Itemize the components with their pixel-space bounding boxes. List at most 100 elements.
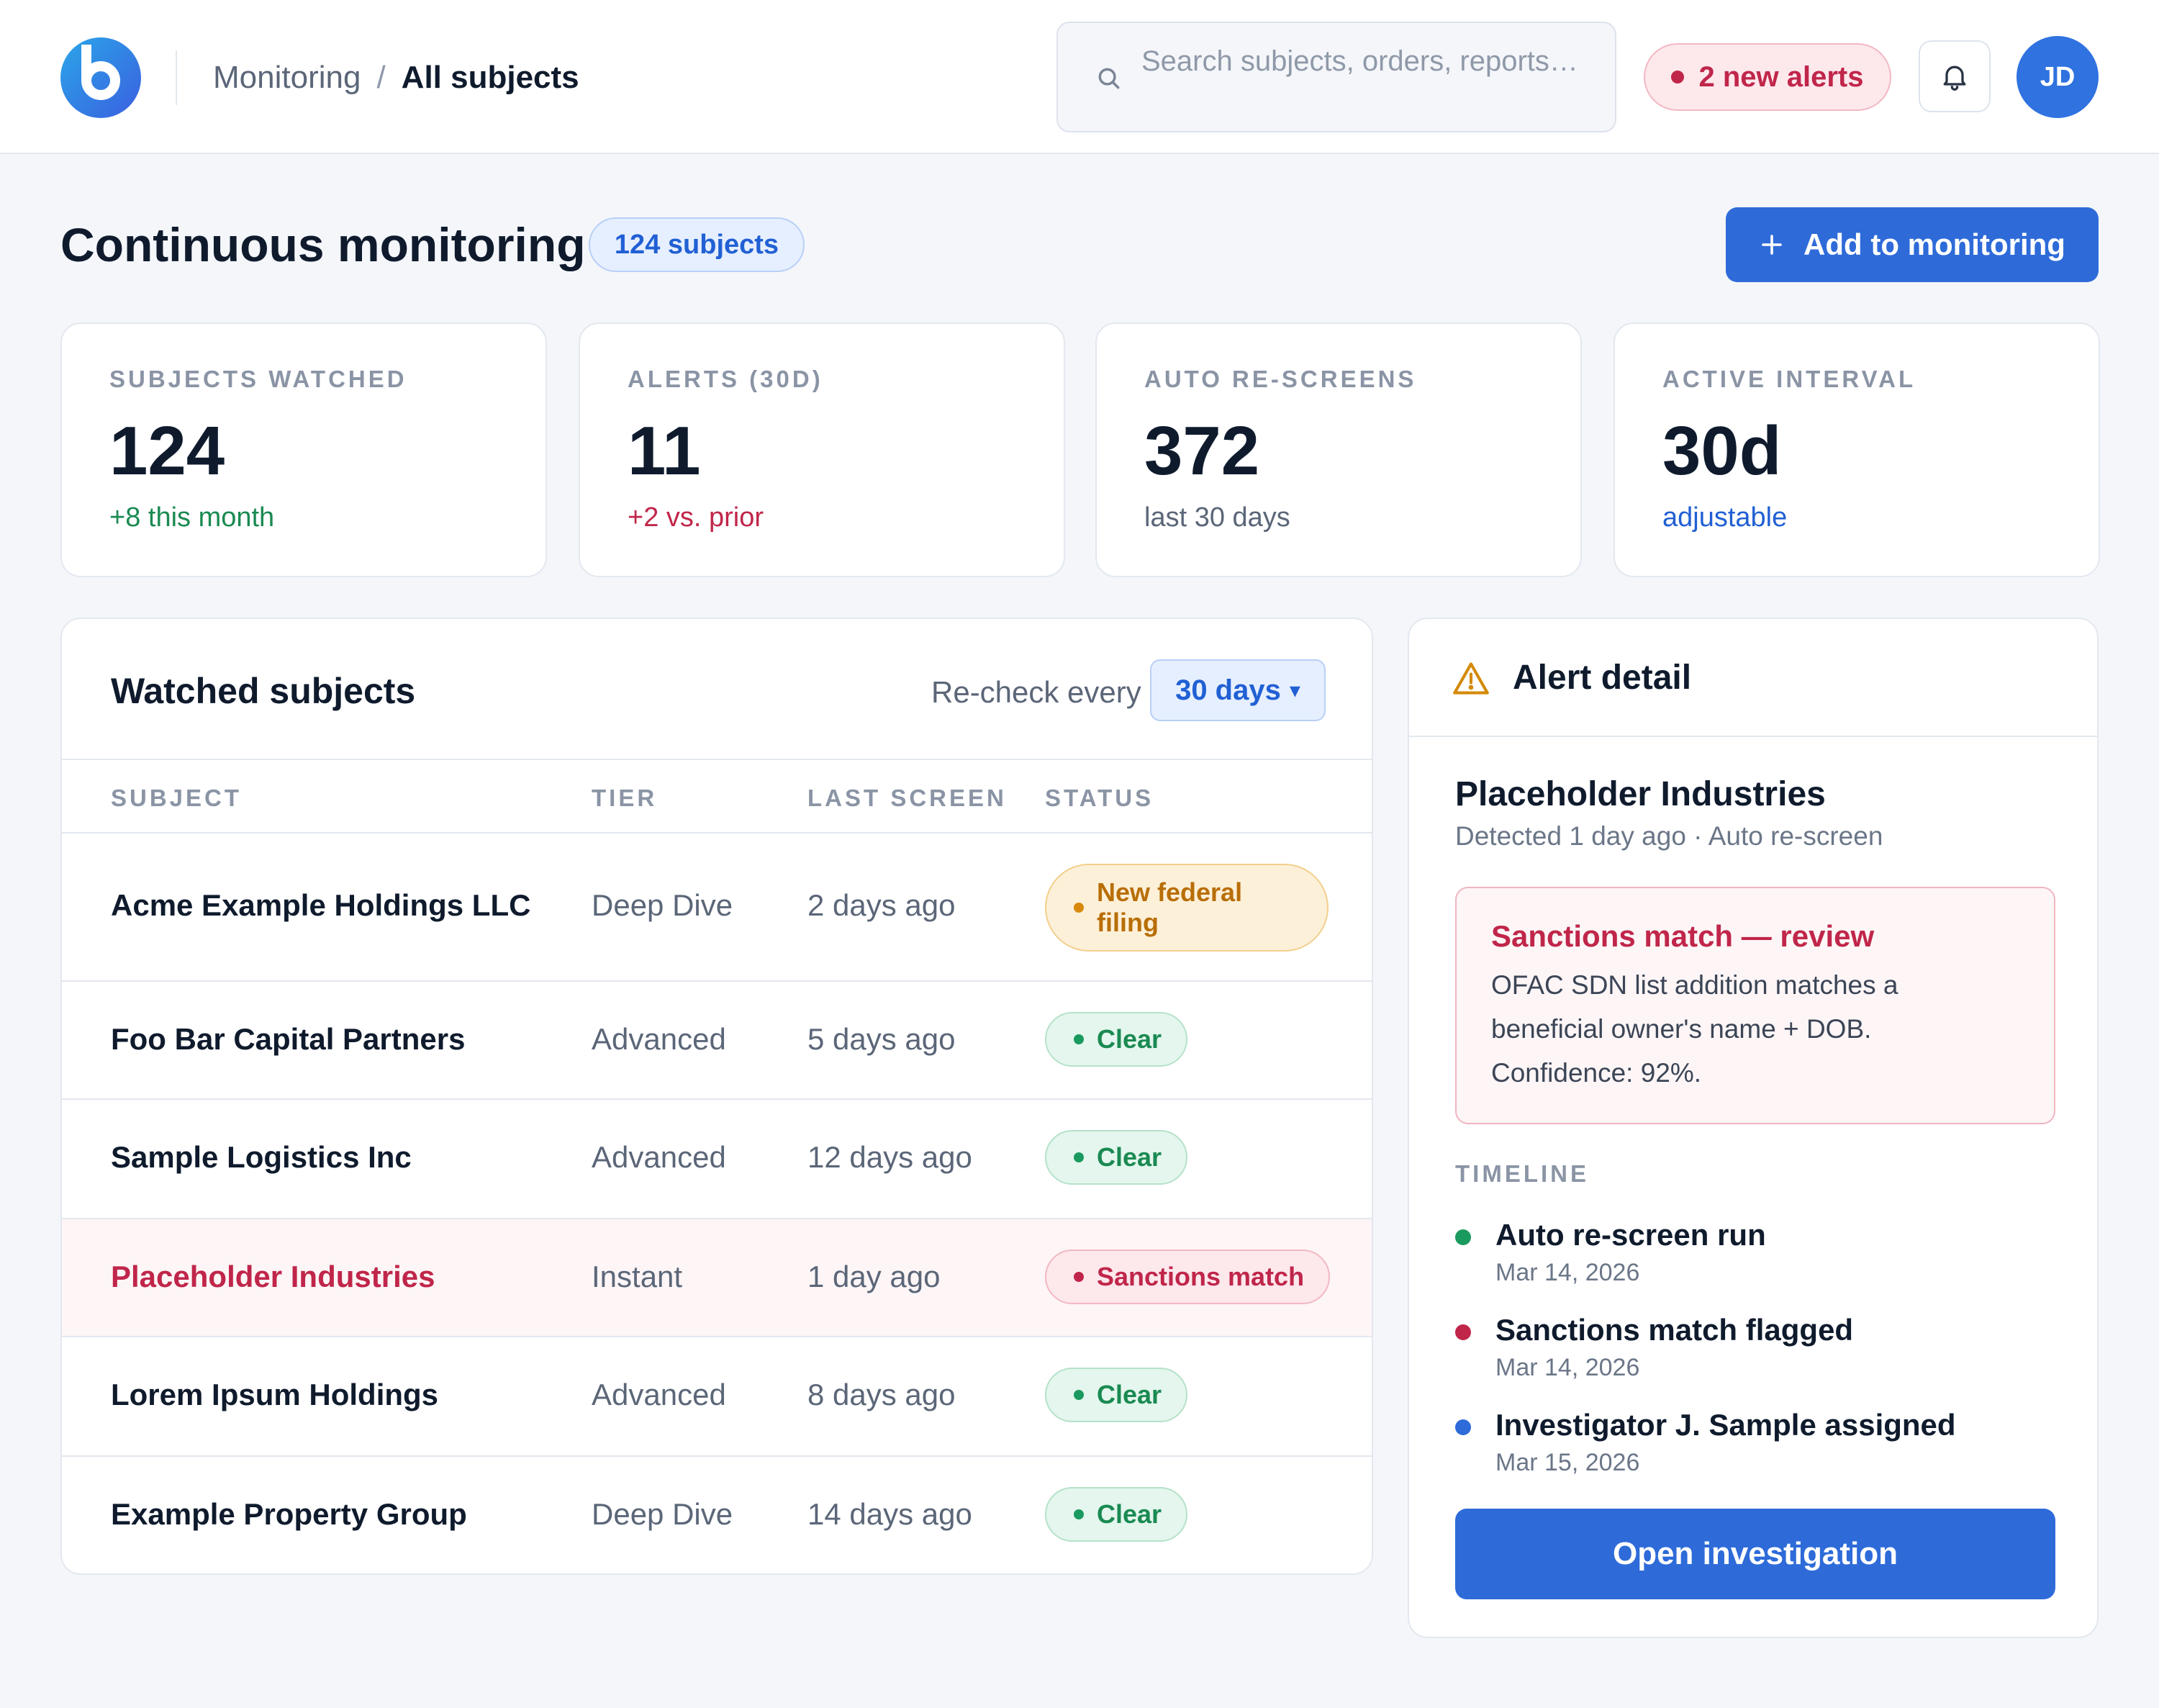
- status-dot-icon: [1074, 1390, 1084, 1400]
- subject-name[interactable]: Placeholder Industries: [111, 1260, 435, 1293]
- tier-value: Advanced: [592, 1022, 726, 1056]
- stat-subtext: +8 this month: [109, 502, 275, 533]
- subject-name[interactable]: Sample Logistics Inc: [111, 1140, 412, 1174]
- timeline-text: Sanctions match flagged: [1495, 1313, 1854, 1347]
- open-investigation-button[interactable]: Open investigation: [1455, 1509, 2055, 1599]
- user-avatar[interactable]: JD: [2017, 36, 2099, 118]
- timeline-item: Investigator J. Sample assigned Mar 15, …: [1455, 1405, 2074, 1477]
- timeline-label: TIMELINE: [1455, 1160, 1589, 1187]
- stat-label: ALERTS (30D): [628, 366, 823, 392]
- column-header-last-screen[interactable]: LAST SCREEN: [807, 785, 1007, 811]
- status-badge: Clear: [1045, 1012, 1188, 1067]
- alert-meta: Detected 1 day ago · Auto re-screen: [1455, 821, 1883, 851]
- table-row[interactable]: Placeholder Industries Instant 1 day ago…: [62, 1219, 1372, 1337]
- top-bar: Monitoring / All subjects Search subjects,…: [0, 0, 2159, 154]
- stat-label: SUBJECTS WATCHED: [109, 366, 407, 392]
- breadcrumb-separator: /: [376, 60, 386, 95]
- add-to-monitoring-label: Add to monitoring: [1803, 227, 2065, 261]
- brand-logo-icon[interactable]: [60, 37, 141, 118]
- alert-dot-icon: [1671, 71, 1685, 83]
- status-label: Sanctions match: [1097, 1262, 1305, 1291]
- search-input[interactable]: Search subjects, orders, reports…: [1056, 22, 1616, 132]
- table-row[interactable]: Example Property Group Deep Dive 14 days…: [62, 1457, 1372, 1573]
- timeline-date: Mar 14, 2026: [1495, 1259, 1640, 1286]
- status-label: New federal filing: [1097, 877, 1243, 937]
- timeline-item: Sanctions match flagged Mar 14, 2026: [1455, 1310, 2074, 1382]
- tier-value: Deep Dive: [592, 888, 733, 922]
- stat-card-subjects-watched: SUBJECTS WATCHED 124 +8 this month: [60, 322, 547, 577]
- match-title: Sanctions match — review: [1491, 919, 1875, 953]
- new-alerts-label: 2 new alerts: [1698, 60, 1864, 93]
- header-divider: [176, 50, 177, 105]
- stat-card-active-interval: ACTIVE INTERVAL 30d adjustable: [1613, 322, 2100, 577]
- status-label: Clear: [1097, 1499, 1162, 1529]
- bell-icon: [1943, 65, 1966, 91]
- status-dot-icon: [1074, 1509, 1084, 1519]
- watched-subjects-card: Watched subjects Re-check every 30 days …: [60, 618, 1373, 1575]
- search-placeholder: Search subjects, orders, reports…: [1141, 45, 1578, 77]
- status-label: Clear: [1097, 1142, 1162, 1172]
- timeline-dot-icon: [1455, 1419, 1471, 1435]
- stat-card-auto-rescreens: AUTO RE-SCREENS 372 last 30 days: [1095, 322, 1582, 577]
- new-alerts-button[interactable]: 2 new alerts: [1644, 43, 1891, 111]
- table-row[interactable]: Foo Bar Capital Partners Advanced 5 days…: [62, 982, 1372, 1100]
- status-dot-icon: [1074, 1152, 1084, 1162]
- recheck-interval-value: 30 days: [1175, 674, 1281, 706]
- watched-subjects-title: Watched subjects: [111, 671, 416, 711]
- status-badge: Clear: [1045, 1130, 1188, 1185]
- stat-value: 124: [109, 412, 225, 489]
- column-header-tier[interactable]: TIER: [592, 785, 658, 811]
- breadcrumb-current: All subjects: [401, 60, 579, 95]
- table-row[interactable]: Acme Example Holdings LLC Deep Dive 2 da…: [62, 833, 1372, 982]
- table-row[interactable]: Lorem Ipsum Holdings Advanced 8 days ago…: [62, 1337, 1372, 1457]
- column-header-status[interactable]: STATUS: [1045, 785, 1154, 811]
- last-screen-value: 1 day ago: [807, 1260, 941, 1293]
- timeline-text: Auto re-screen run: [1495, 1218, 1766, 1252]
- status-badge: Clear: [1045, 1487, 1188, 1542]
- table-header: SUBJECT TIER LAST SCREEN STATUS: [62, 759, 1372, 833]
- last-screen-value: 12 days ago: [807, 1140, 972, 1174]
- chevron-down-icon: ▾: [1289, 678, 1300, 702]
- adjustable-link[interactable]: adjustable: [1662, 502, 1788, 533]
- plus-icon: [1762, 235, 1782, 255]
- status-badge: Clear: [1045, 1368, 1188, 1422]
- stat-label: ACTIVE INTERVAL: [1662, 366, 1916, 392]
- timeline-dot-icon: [1455, 1229, 1471, 1245]
- status-badge: New federal filing: [1045, 864, 1329, 952]
- recheck-label: Re-check every: [931, 675, 1141, 709]
- search-icon: [1098, 68, 1120, 89]
- subject-name[interactable]: Example Property Group: [111, 1497, 467, 1531]
- timeline-date: Mar 14, 2026: [1495, 1354, 1640, 1381]
- tier-value: Advanced: [592, 1140, 726, 1174]
- breadcrumb-parent[interactable]: Monitoring: [213, 60, 361, 95]
- page-title: Continuous monitoring: [60, 218, 586, 271]
- column-header-subject[interactable]: SUBJECT: [111, 785, 243, 811]
- sanctions-match-box: Sanctions match — review OFAC SDN list a…: [1455, 887, 2055, 1124]
- stat-value: 11: [628, 412, 701, 489]
- breadcrumb: Monitoring / All subjects: [213, 58, 579, 98]
- stat-card-alerts: ALERTS (30D) 11 +2 vs. prior: [579, 322, 1065, 577]
- alert-detail-header: Alert detail: [1409, 619, 2097, 737]
- status-dot-icon: [1074, 903, 1084, 913]
- match-description: OFAC SDN list addition matches a benefic…: [1491, 970, 1898, 1088]
- status-dot-icon: [1074, 1272, 1084, 1282]
- table-row[interactable]: Sample Logistics Inc Advanced 12 days ag…: [62, 1100, 1372, 1219]
- timeline-dot-icon: [1455, 1324, 1471, 1340]
- status-dot-icon: [1074, 1034, 1084, 1044]
- status-label: Clear: [1097, 1380, 1162, 1409]
- subject-name[interactable]: Lorem Ipsum Holdings: [111, 1378, 439, 1411]
- tier-value: Deep Dive: [592, 1497, 733, 1531]
- tier-value: Instant: [592, 1260, 683, 1293]
- stat-subtext: +2 vs. prior: [628, 502, 764, 533]
- stat-label: AUTO RE-SCREENS: [1144, 366, 1417, 392]
- recheck-interval-select[interactable]: 30 days ▾: [1150, 659, 1326, 721]
- subject-name[interactable]: Acme Example Holdings LLC: [111, 888, 531, 922]
- alert-detail-title: Alert detail: [1513, 659, 1692, 697]
- last-screen-value: 5 days ago: [807, 1022, 956, 1056]
- subject-name[interactable]: Foo Bar Capital Partners: [111, 1022, 466, 1056]
- notifications-button[interactable]: [1919, 40, 1991, 112]
- last-screen-value: 14 days ago: [807, 1497, 972, 1531]
- stat-value: 30d: [1662, 412, 1782, 489]
- timeline-item: Auto re-screen run Mar 14, 2026: [1455, 1215, 2074, 1287]
- add-to-monitoring-button[interactable]: Add to monitoring: [1726, 207, 2099, 282]
